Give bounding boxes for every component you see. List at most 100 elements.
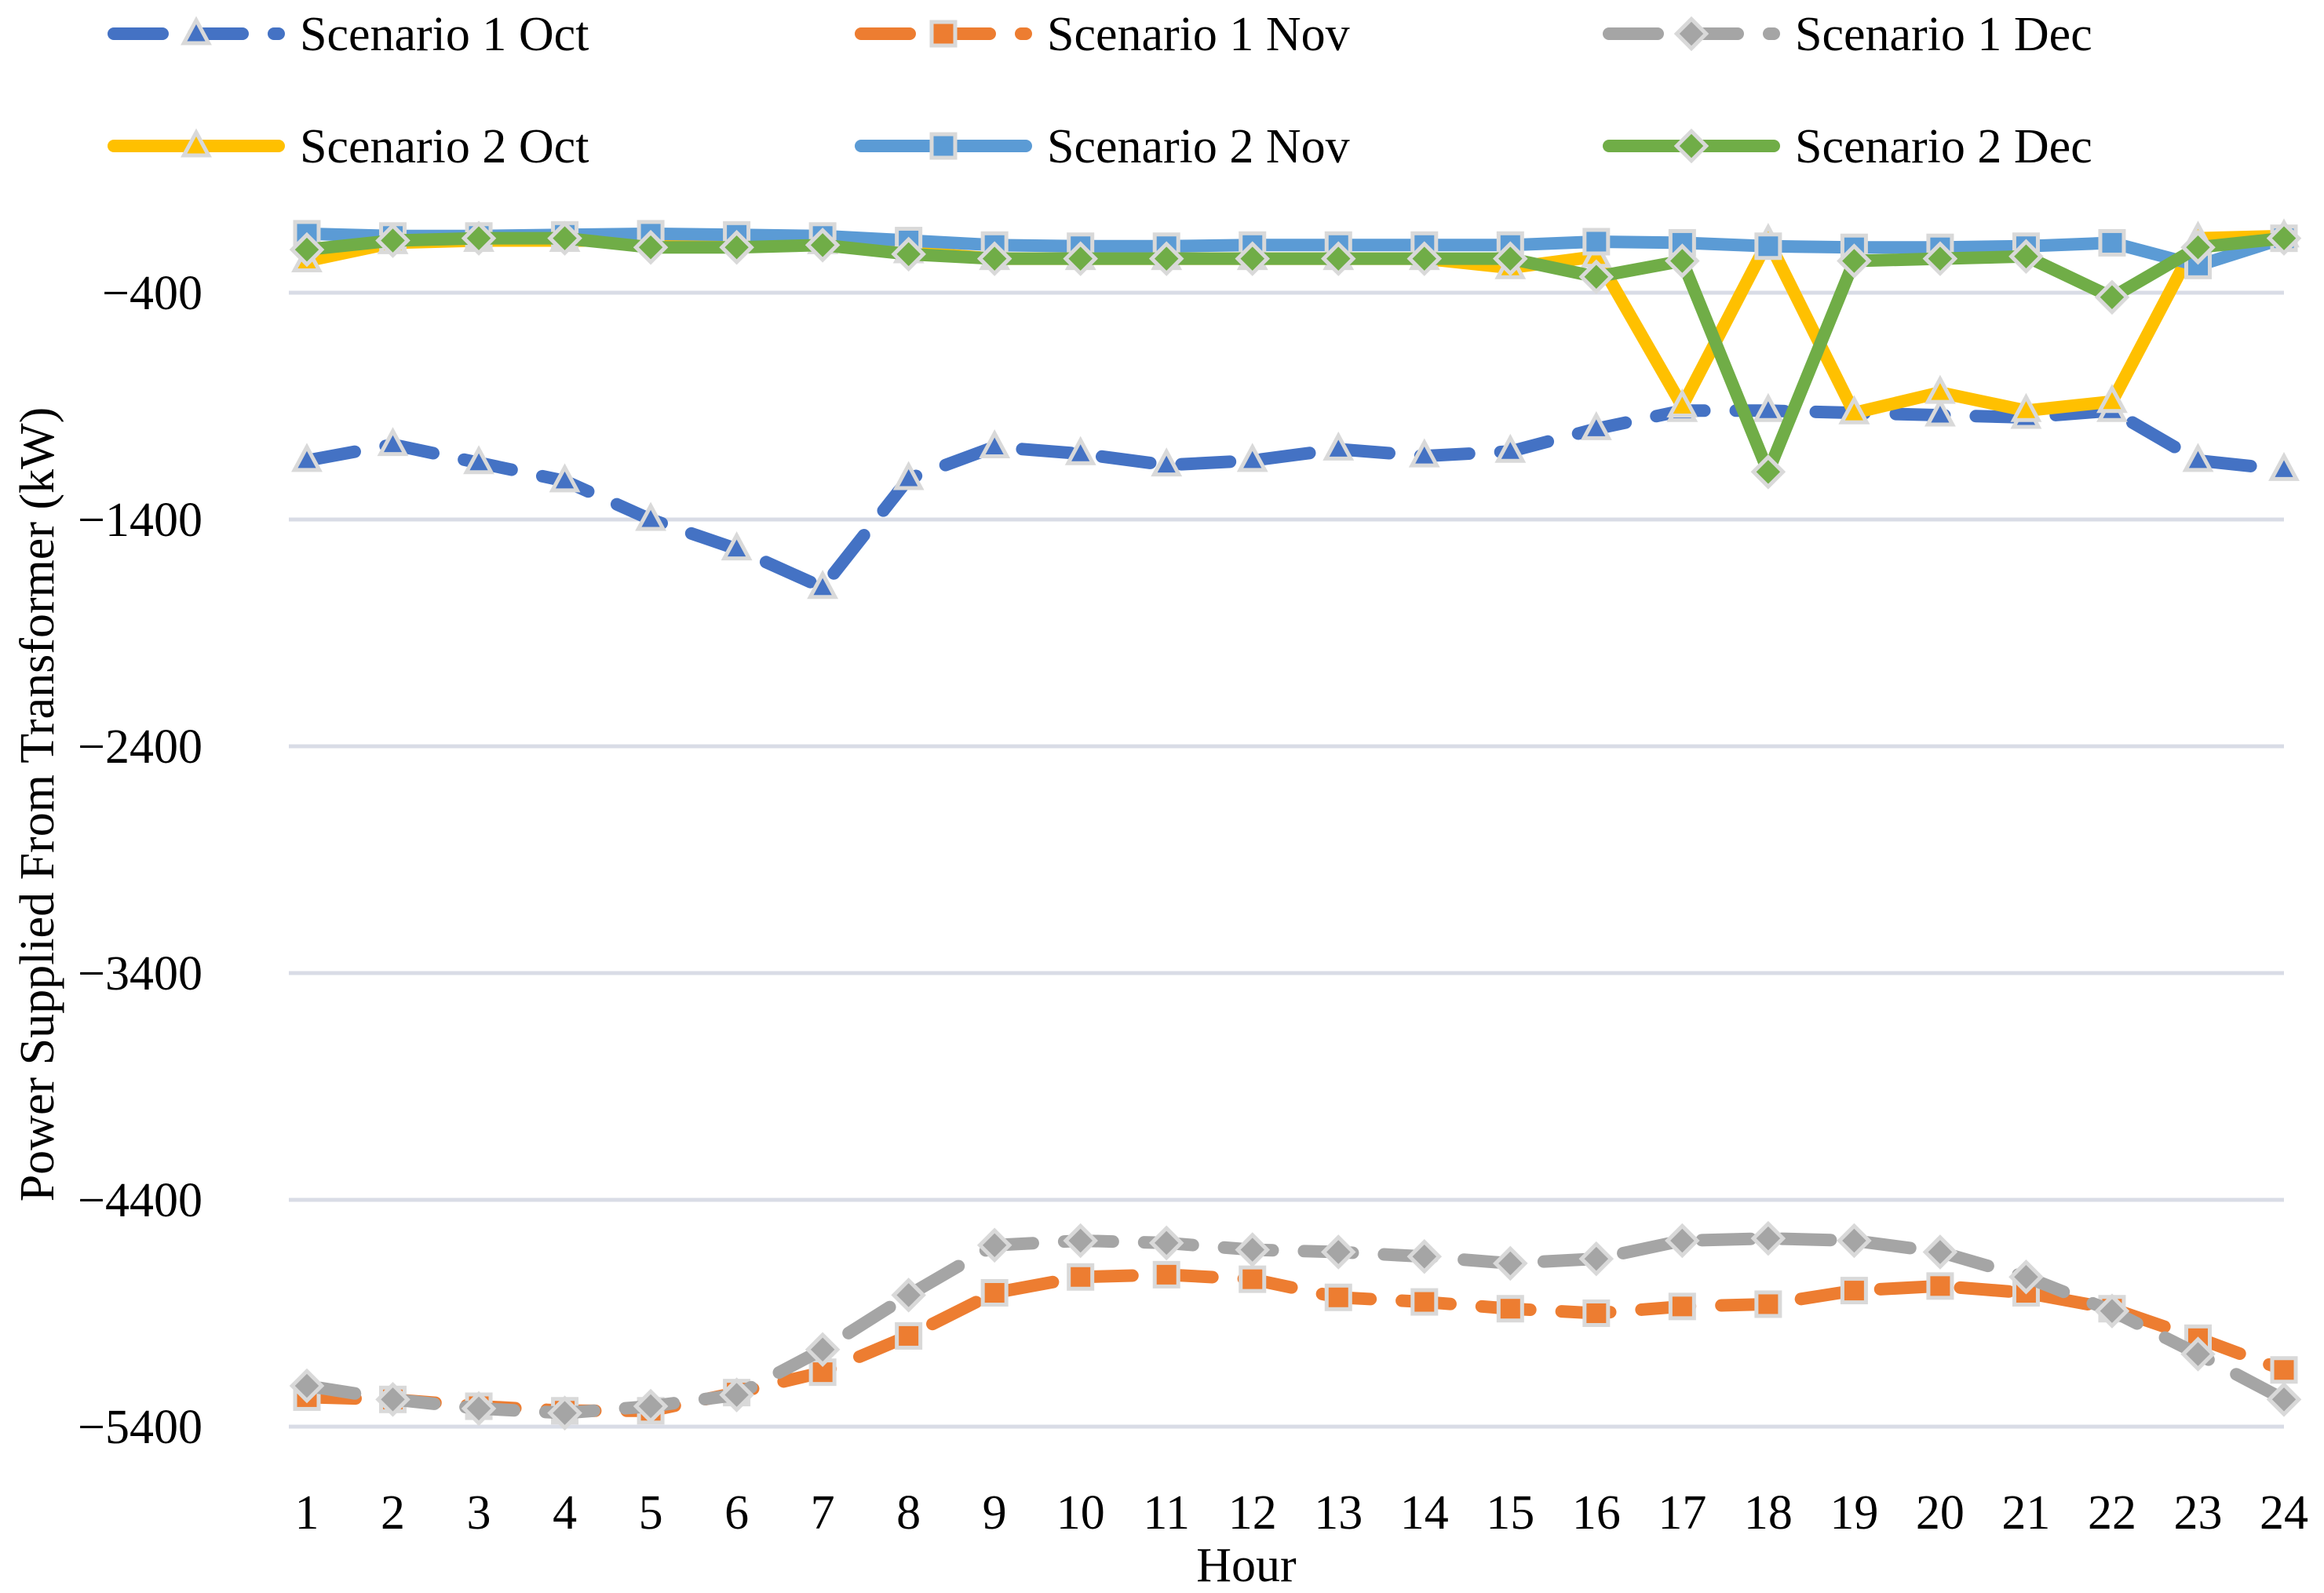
data-point bbox=[980, 1278, 1009, 1307]
data-point bbox=[976, 1227, 1012, 1263]
data-point bbox=[1582, 228, 1611, 256]
legend-marker bbox=[929, 132, 958, 160]
data-point bbox=[1922, 241, 1958, 276]
data-point bbox=[719, 229, 754, 265]
legend-marker bbox=[181, 128, 212, 158]
data-point bbox=[1665, 243, 1700, 279]
y-tick-label: −4400 bbox=[78, 1174, 202, 1227]
x-tick-label: 11 bbox=[1143, 1486, 1190, 1540]
data-point bbox=[375, 1382, 410, 1417]
x-tick-label: 20 bbox=[1916, 1486, 1965, 1540]
data-point bbox=[1152, 1260, 1180, 1289]
data-point bbox=[1924, 397, 1956, 427]
x-tick-label: 14 bbox=[1400, 1486, 1449, 1540]
x-tick-label: 8 bbox=[896, 1486, 921, 1540]
data-point bbox=[2270, 1356, 2298, 1384]
data-point bbox=[2266, 221, 2302, 256]
data-point bbox=[1494, 433, 1527, 463]
data-point bbox=[635, 501, 667, 531]
data-point bbox=[291, 443, 323, 472]
data-point bbox=[377, 427, 409, 457]
data-point bbox=[289, 231, 325, 268]
data-point bbox=[1320, 1234, 1356, 1270]
data-point bbox=[461, 1391, 497, 1427]
data-point bbox=[547, 1395, 582, 1431]
y-tick-label: −2400 bbox=[78, 720, 202, 774]
data-point bbox=[1063, 1223, 1098, 1259]
data-point bbox=[1837, 1223, 1872, 1259]
series-6 bbox=[289, 221, 2302, 490]
gridlines bbox=[289, 290, 2284, 1429]
x-tick-label: 10 bbox=[1056, 1486, 1105, 1540]
x-tick-label: 13 bbox=[1314, 1486, 1363, 1540]
data-point bbox=[895, 1321, 923, 1350]
data-point bbox=[1148, 241, 1184, 276]
data-point bbox=[2182, 443, 2214, 472]
data-point bbox=[1750, 1220, 1786, 1256]
x-tick-label: 7 bbox=[811, 1486, 835, 1540]
x-tick-label: 18 bbox=[1744, 1486, 1793, 1540]
data-point bbox=[2180, 1336, 2216, 1372]
data-point bbox=[461, 221, 497, 256]
data-point bbox=[1148, 1225, 1184, 1261]
x-tick-label: 4 bbox=[553, 1486, 577, 1540]
x-tick-label: 9 bbox=[983, 1486, 1007, 1540]
data-point bbox=[2266, 1382, 2302, 1417]
data-point bbox=[1324, 1283, 1352, 1311]
series-line bbox=[301, 227, 2290, 272]
data-point bbox=[1578, 1241, 1614, 1277]
data-point bbox=[1926, 1272, 1954, 1300]
data-point bbox=[719, 1377, 754, 1413]
data-point bbox=[1837, 243, 1872, 279]
y-axis-title: Power Supplied From Transformer (kW) bbox=[11, 407, 64, 1202]
legend-item: Scenario 1 Nov bbox=[855, 8, 1350, 61]
series-line bbox=[301, 1268, 2290, 1417]
data-point bbox=[1754, 1290, 1782, 1318]
data-point bbox=[2180, 229, 2216, 265]
legend-marker bbox=[929, 20, 958, 48]
legend-item: Scenario 2 Nov bbox=[855, 120, 1350, 173]
data-point bbox=[1665, 1223, 1700, 1259]
x-tick-label: 2 bbox=[381, 1486, 405, 1540]
legend-label: Scenario 1 Nov bbox=[1047, 8, 1350, 61]
legend-marker bbox=[1673, 16, 1709, 52]
data-point bbox=[979, 428, 1011, 459]
data-point bbox=[1063, 241, 1098, 276]
data-point bbox=[289, 1368, 325, 1404]
data-point bbox=[2098, 228, 2126, 257]
legend-label: Scenario 2 Dec bbox=[1795, 120, 2092, 173]
data-point bbox=[1840, 1277, 1868, 1305]
data-point bbox=[891, 1278, 926, 1313]
data-point bbox=[1408, 438, 1440, 468]
series-3 bbox=[289, 1220, 2302, 1431]
legend-item: Scenario 1 Dec bbox=[1603, 8, 2092, 61]
data-point bbox=[1493, 241, 1528, 276]
data-point bbox=[547, 221, 582, 256]
x-tick-label: 24 bbox=[2260, 1486, 2308, 1540]
data-point bbox=[1235, 241, 1271, 276]
data-point bbox=[1754, 232, 1782, 261]
legend-label: Scenario 2 Nov bbox=[1047, 120, 1350, 173]
data-point bbox=[1320, 241, 1356, 276]
legend-label: Scenario 1 Oct bbox=[300, 8, 589, 61]
data-point bbox=[1493, 1245, 1528, 1281]
data-point bbox=[1406, 241, 1443, 276]
data-point bbox=[1410, 1288, 1439, 1316]
series-layer bbox=[289, 218, 2302, 1431]
data-point bbox=[1496, 1295, 1524, 1323]
data-point bbox=[2094, 1293, 2130, 1329]
data-point bbox=[633, 1388, 669, 1424]
x-axis-title: Hour bbox=[1196, 1539, 1297, 1592]
legend-item: Scenario 2 Oct bbox=[108, 120, 589, 173]
data-point bbox=[2010, 392, 2042, 422]
data-point bbox=[1239, 1265, 1267, 1293]
data-point bbox=[1666, 388, 1698, 417]
data-point bbox=[892, 461, 925, 490]
data-point bbox=[807, 570, 839, 600]
data-point bbox=[375, 223, 410, 258]
x-tick-label: 21 bbox=[2001, 1486, 2050, 1540]
x-tick-label: 23 bbox=[2173, 1486, 2222, 1540]
data-point bbox=[1582, 1300, 1611, 1327]
